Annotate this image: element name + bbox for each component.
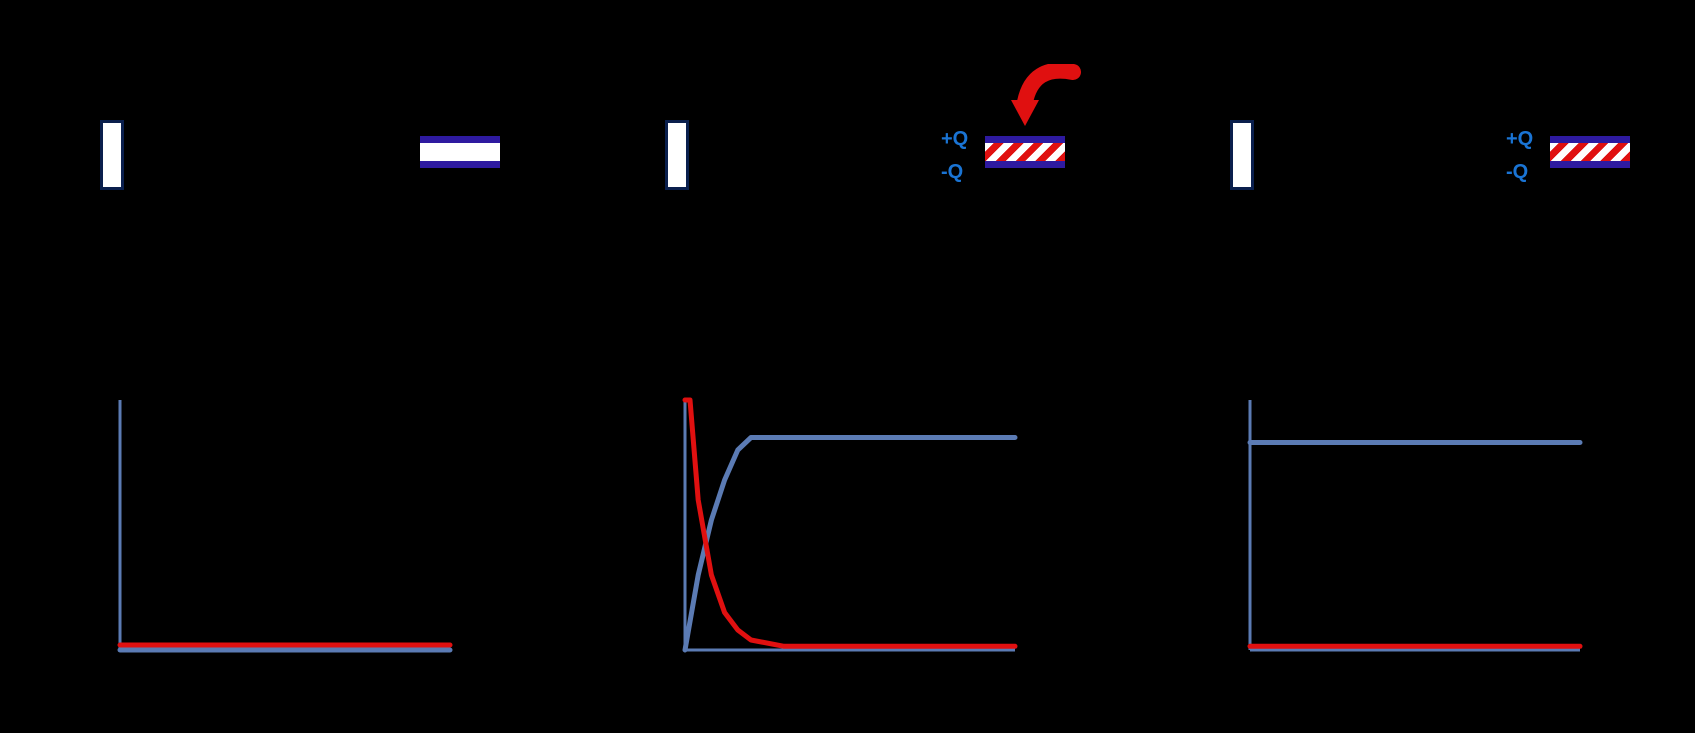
battery-label: V [639,140,652,163]
panel-letter: a. [40,330,60,358]
battery-icon [100,120,124,190]
capacitor-plate-top [420,136,500,143]
circuit-diagram: VS+Q-Q [1220,60,1620,290]
wire [1600,168,1604,180]
switch-label: S [854,32,867,55]
wire [675,190,679,264]
wire [1240,260,1604,264]
wire [1600,180,1604,264]
capacitor-plate-top [1550,136,1630,143]
panel-p2: VS+Q-Qb.q, iTime [565,0,1130,733]
wire [470,168,474,180]
charge-label-bottom: -Q [941,161,963,184]
switch-label: S [289,32,302,55]
wire [1240,80,1390,84]
capacitor-dielectric [985,143,1065,161]
capacitor-plate-bottom [420,161,500,168]
chart-ylabel: q, i [72,527,95,554]
capacitor-plate-bottom [1550,161,1630,168]
battery-label: V [74,140,87,163]
wire [470,80,474,130]
panel-letter: b. [605,330,626,358]
wire [110,190,114,264]
wire [470,130,474,136]
wire [1240,190,1244,264]
wire [675,80,825,84]
wire [675,80,679,120]
wire [110,80,260,84]
charging-arrow-icon [1003,64,1093,142]
battery-label: V [1204,140,1217,163]
switch-terminal-icon [1455,77,1465,87]
chart-xlabel: Time [1408,691,1452,714]
battery-icon [1230,120,1254,190]
switch-label: S [1419,32,1432,55]
wire [1460,80,1604,84]
wire [110,80,114,120]
capacitor-dielectric [420,143,500,161]
panel-p1: VSa.q, iTime [0,0,565,733]
wire [470,180,474,264]
circuit-diagram: VS+Q-Q [655,60,1055,290]
battery-icon [665,120,689,190]
wire [1600,80,1604,130]
wire [1035,180,1039,264]
chart-ylabel: q, i [637,527,660,554]
charge-label-top: +Q [1506,128,1533,151]
wire [675,260,1039,264]
circuit-diagram: VS [90,60,490,290]
chart-xlabel: Time [843,691,887,714]
charge-label-bottom: -Q [1506,161,1528,184]
panel-p3: VS+Q-Qc.q, iTime [1130,0,1695,733]
chart-ylabel: q, i [1202,527,1225,554]
switch-terminal-icon [325,77,335,87]
wire [1600,130,1604,136]
wire [1035,168,1039,180]
series-q [685,438,1015,651]
chart-xlabel: Time [278,691,322,714]
capacitor-dielectric [1550,143,1630,161]
wire [110,260,474,264]
wire [1240,80,1244,120]
panel-letter: c. [1170,330,1190,358]
capacitor-plate-bottom [985,161,1065,168]
charge-label-top: +Q [941,128,968,151]
chart: q, iTime [120,400,480,680]
chart: q, iTime [1250,400,1610,680]
wire [330,80,474,84]
chart: q, iTime [685,400,1045,680]
